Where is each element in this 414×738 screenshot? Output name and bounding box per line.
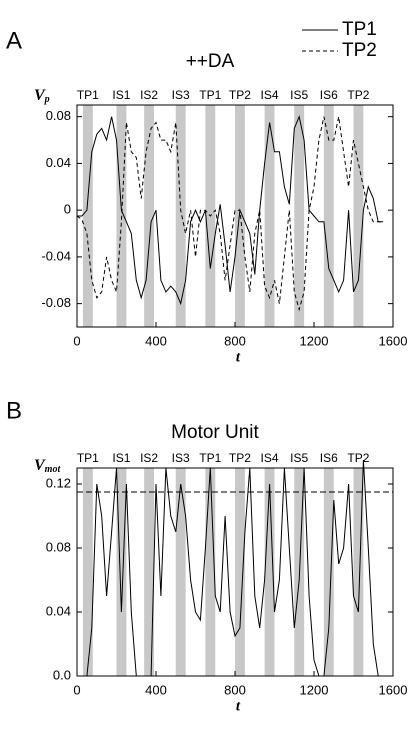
band-label: IS1: [112, 451, 130, 465]
y-tick-label: 0.08: [46, 108, 71, 123]
band-label: IS6: [320, 451, 338, 465]
y-tick-label: 0.08: [46, 539, 71, 554]
stimulus-band: [323, 468, 334, 676]
x-tick-label: 400: [145, 333, 167, 348]
band-label: TP1: [77, 88, 99, 102]
band-label: TP1: [77, 451, 99, 465]
x-tick-label: 1600: [379, 682, 408, 697]
band-label: TP2: [347, 451, 369, 465]
stimulus-band: [353, 468, 364, 676]
stimulus-band: [353, 105, 364, 327]
stimulus-band: [264, 468, 275, 676]
data-line: [77, 459, 384, 677]
y-tick-label: -0.04: [41, 248, 71, 263]
legend-label: TP2: [342, 40, 377, 61]
stimulus-band: [294, 105, 305, 327]
y-axis-label-sub: mot: [45, 464, 62, 475]
band-label: IS6: [320, 88, 338, 102]
panel-label: A: [6, 27, 22, 54]
stimulus-band: [205, 468, 216, 676]
y-tick-label: 0.04: [46, 603, 71, 618]
y-axis-label-main: V: [34, 87, 46, 104]
band-label: TP1: [199, 451, 221, 465]
band-label: IS3: [172, 451, 190, 465]
stimulus-band: [264, 105, 275, 327]
stimulus-band: [116, 468, 127, 676]
x-tick-label: 1200: [300, 333, 329, 348]
stimulus-band: [235, 468, 245, 676]
y-axis-label: Vmot: [34, 457, 61, 476]
band-label: IS2: [140, 88, 158, 102]
plot-frame: [76, 104, 394, 328]
band-label: IS5: [290, 451, 308, 465]
band-label: IS4: [261, 451, 279, 465]
y-tick-label: 0.04: [46, 155, 71, 170]
stimulus-band: [82, 105, 93, 327]
y-axis-label-main: V: [34, 457, 46, 474]
data-line: [77, 115, 384, 306]
panel-label: B: [6, 397, 22, 424]
y-axis-label-sub: p: [44, 94, 50, 105]
stimulus-band: [144, 468, 155, 676]
band-label: TP2: [347, 88, 369, 102]
stimulus-band: [175, 105, 186, 327]
band-label: IS1: [112, 88, 130, 102]
band-label: IS4: [261, 88, 279, 102]
stimulus-band: [323, 105, 334, 327]
data-line: [76, 116, 384, 312]
x-axis-label: t: [236, 349, 241, 365]
x-tick-label: 800: [224, 333, 246, 348]
band-label: IS5: [290, 88, 308, 102]
stimulus-band: [144, 105, 155, 327]
plot-frame: [76, 467, 394, 677]
x-tick-label: 400: [145, 682, 167, 697]
x-tick-label: 1600: [379, 333, 408, 348]
x-tick-label: 1200: [300, 682, 329, 697]
stimulus-band: [175, 468, 186, 676]
x-tick-label: 0: [73, 682, 80, 697]
chart-title: ++DA: [186, 51, 235, 72]
legend-label: TP1: [342, 19, 377, 40]
band-label: TP2: [229, 88, 251, 102]
band-label: IS3: [172, 88, 190, 102]
y-tick-label: 0.0: [53, 667, 71, 682]
y-tick-label: 0: [64, 202, 71, 217]
y-axis-label: Vp: [34, 87, 50, 106]
band-label: IS2: [140, 451, 158, 465]
band-label: TP2: [229, 451, 251, 465]
y-tick-label: -0.08: [41, 295, 71, 310]
x-axis-label: t: [236, 698, 241, 714]
stimulus-band: [235, 105, 245, 327]
chart-title: Motor Unit: [171, 422, 259, 443]
x-tick-label: 800: [224, 682, 246, 697]
x-tick-label: 0: [73, 333, 80, 348]
y-tick-label: 0.12: [46, 475, 71, 490]
stimulus-band: [82, 468, 93, 676]
band-label: TP1: [199, 88, 221, 102]
